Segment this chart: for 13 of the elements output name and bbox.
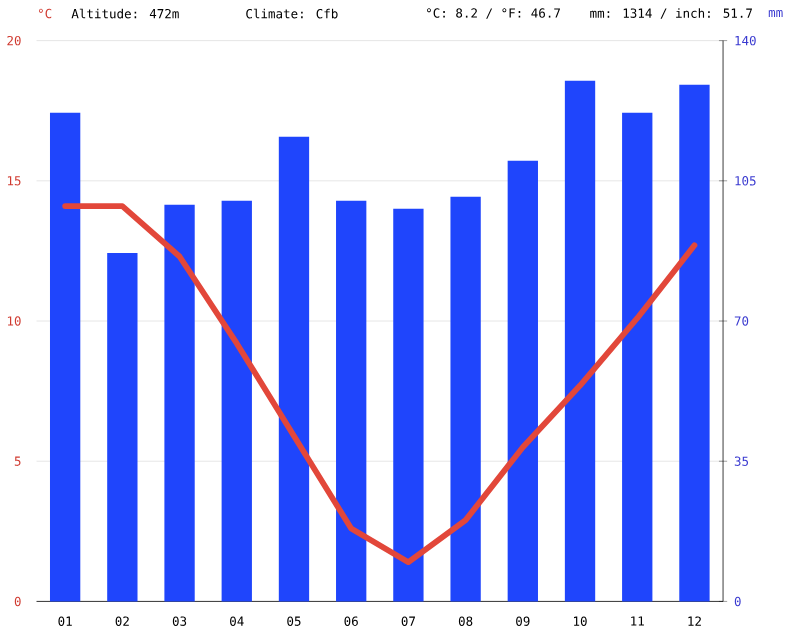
bar [564, 80, 596, 602]
bar [49, 112, 81, 602]
bar [278, 136, 310, 602]
bar [622, 112, 653, 602]
bar [393, 208, 424, 602]
bar [507, 160, 538, 602]
line-series [62, 203, 698, 565]
bar [336, 200, 367, 602]
bar [221, 200, 252, 602]
bar [450, 196, 481, 602]
bar [107, 252, 138, 602]
bar [679, 84, 710, 602]
bar [164, 204, 195, 602]
